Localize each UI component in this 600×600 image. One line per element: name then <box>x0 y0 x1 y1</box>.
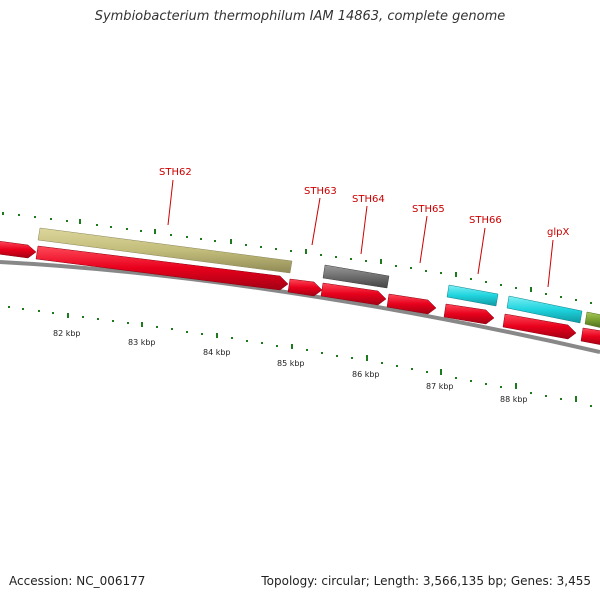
label-leaders <box>167 179 554 288</box>
gene-label-glpx[interactable]: glpX <box>547 227 569 238</box>
genome-backbone <box>0 260 600 354</box>
scale-label: 86 kbp <box>352 370 380 379</box>
scale-label: 83 kbp <box>128 338 156 347</box>
genome-title: Symbiobacterium thermophilum IAM 14863, … <box>94 9 506 24</box>
red-gene-arrows <box>0 241 600 345</box>
gene-arrow[interactable] <box>0 241 37 259</box>
scale-label: 88 kbp <box>500 395 528 404</box>
topology-text: Topology: circular; Length: 3,566,135 bp… <box>261 574 591 588</box>
gene-label-sth66[interactable]: STH66 <box>469 215 502 226</box>
gene-sth64-bar[interactable] <box>322 264 390 289</box>
gene-arrow[interactable] <box>580 327 600 345</box>
gene-arrow[interactable] <box>386 293 437 315</box>
scale-label: 84 kbp <box>203 348 231 357</box>
upper-tick-track <box>2 212 592 304</box>
gene-label-sth62[interactable]: STH62 <box>159 167 192 178</box>
gene-glpx-bar[interactable] <box>506 295 583 324</box>
lower-tick-track <box>8 306 592 407</box>
accession-text: Accession: NC_006177 <box>9 574 146 588</box>
gene-arrow[interactable] <box>502 313 577 340</box>
gene-arrow[interactable] <box>320 282 387 306</box>
gene-label-sth65[interactable]: STH65 <box>412 204 445 215</box>
gene-stht62-bar[interactable] <box>37 227 293 274</box>
gene-arrow[interactable] <box>35 245 289 291</box>
scale-label: 85 kbp <box>277 359 305 368</box>
gene-next-bar[interactable] <box>584 311 600 328</box>
scale-label: 87 kbp <box>426 382 454 391</box>
gene-sth66-bar[interactable] <box>446 284 499 307</box>
gene-arrow[interactable] <box>287 278 323 297</box>
forward-strand-genes <box>37 227 600 328</box>
scale-label: 82 kbp <box>53 329 81 338</box>
gene-arrow[interactable] <box>443 303 495 325</box>
gene-label-sth63[interactable]: STH63 <box>304 186 337 197</box>
gene-label-sth64[interactable]: STH64 <box>352 194 385 205</box>
